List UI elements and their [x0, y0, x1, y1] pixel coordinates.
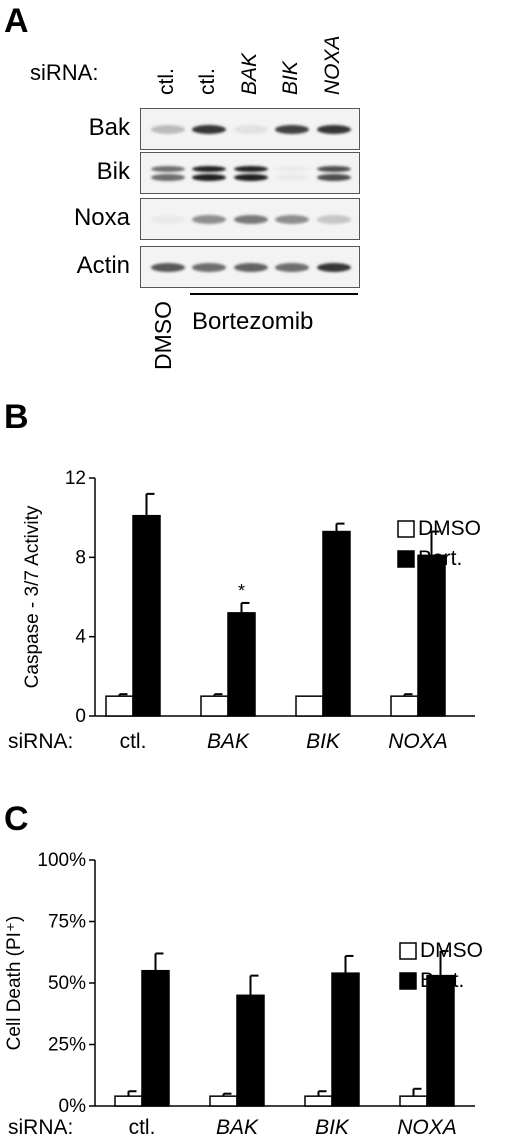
- y-tick-label: 25%: [48, 1035, 86, 1056]
- blot-band: [234, 166, 268, 172]
- bar: [132, 514, 161, 717]
- blot-band: [192, 124, 226, 134]
- bar: [114, 1095, 143, 1107]
- bar: [304, 1095, 333, 1107]
- y-axis-label: Caspase - 3/7 Activity: [22, 505, 43, 688]
- blot-band: [234, 124, 268, 134]
- blot-band: [151, 124, 185, 134]
- blot-band: [317, 166, 351, 172]
- y-tick-label: 50%: [48, 973, 86, 994]
- blot-band: [192, 214, 226, 224]
- sirna-axis-label: siRNA:: [8, 1116, 73, 1139]
- bar: [141, 969, 170, 1107]
- blot-band: [317, 214, 351, 224]
- y-tick-label: 8: [75, 547, 86, 568]
- bar: [236, 994, 265, 1107]
- blot-band: [275, 166, 309, 172]
- blot-row-label: Bak: [88, 114, 130, 141]
- bar: [209, 1095, 238, 1107]
- blot-band: [234, 173, 268, 181]
- y-tick-label: 4: [75, 627, 86, 648]
- blot-band: [317, 173, 351, 181]
- blot-band: [317, 124, 351, 134]
- legend-label: Bort.: [418, 547, 462, 570]
- category-label: ctl.: [120, 730, 147, 753]
- y-tick-label: 75%: [48, 912, 86, 933]
- treatment-drug-label: Bortezomib: [192, 308, 314, 335]
- legend-swatch: [397, 550, 415, 568]
- cell-death-chart: 0% 25% 50% 75% 100% Cell Death (PI⁺) ctl. BAK BI…: [4, 850, 483, 1139]
- category-label: ctl.: [129, 1116, 156, 1139]
- lane-label-0: ctl.: [155, 68, 178, 95]
- blot-strip: [140, 108, 360, 150]
- blot-band: [151, 166, 185, 172]
- category-label: BIK: [306, 730, 341, 753]
- bar: [105, 695, 134, 717]
- blot-strip: [140, 152, 360, 194]
- legend-swatch: [399, 972, 417, 990]
- blot-band: [275, 214, 309, 224]
- blot-band: [151, 173, 185, 181]
- lane-label-1: ctl.: [196, 68, 219, 95]
- significance-marker: *: [238, 581, 245, 601]
- category-label: BAK: [216, 1116, 259, 1139]
- bar: [295, 695, 324, 717]
- blot-row-label: Bik: [96, 158, 130, 185]
- blot-band: [234, 262, 268, 272]
- y-axis-label: Cell Death (PI⁺): [4, 916, 25, 1051]
- bar: [200, 695, 229, 717]
- sirna-label: siRNA:: [30, 60, 99, 85]
- treatment-dmso-label: DMSO: [150, 301, 176, 370]
- legend-label: Bort.: [420, 969, 464, 992]
- blot-band: [192, 166, 226, 172]
- sirna-axis-label: siRNA:: [8, 730, 73, 753]
- y-tick-label: 0: [75, 706, 86, 727]
- blot-row-label: Actin: [76, 252, 130, 279]
- blot-band: [275, 124, 309, 134]
- blot-strip: [140, 246, 360, 288]
- bar: [227, 612, 256, 717]
- blot-band: [275, 262, 309, 272]
- legend-label: DMSO: [418, 517, 481, 540]
- lane-label-2: BAK: [238, 52, 261, 95]
- bar: [390, 695, 419, 717]
- panel-b-letter: B: [4, 398, 29, 436]
- caspase-chart: 0 4 8 12 Caspase - 3/7 Activity ctl. * BAK BIK NO…: [8, 468, 481, 753]
- bar: [426, 974, 455, 1107]
- blot-band: [234, 214, 268, 224]
- bar: [322, 530, 351, 717]
- blot-band: [151, 262, 185, 272]
- y-tick-label: 12: [65, 468, 86, 489]
- blot-strip: [140, 198, 360, 240]
- bortezomib-bracket-line: [190, 293, 358, 295]
- bar: [399, 1095, 428, 1107]
- panel-a-letter: A: [4, 2, 29, 40]
- bar: [417, 554, 446, 717]
- category-label: BIK: [315, 1116, 350, 1139]
- legend-swatch: [397, 520, 415, 538]
- blot-row-label: Noxa: [73, 204, 130, 231]
- blot-band: [317, 262, 351, 272]
- category-label: BAK: [207, 730, 250, 753]
- lane-label-3: BIK: [279, 61, 302, 95]
- blot-band: [151, 214, 185, 224]
- category-label: NOXA: [397, 1116, 457, 1139]
- category-label: NOXA: [388, 730, 448, 753]
- blot-band: [275, 173, 309, 181]
- legend-label: DMSO: [420, 939, 483, 962]
- panel-c-letter: C: [4, 800, 29, 838]
- y-tick-label: 0%: [59, 1096, 87, 1117]
- blot-band: [192, 173, 226, 181]
- blot-band: [192, 262, 226, 272]
- y-tick-label: 100%: [37, 850, 86, 871]
- legend-swatch: [399, 942, 417, 960]
- bar: [331, 972, 360, 1107]
- lane-label-4: NOXA: [321, 35, 344, 95]
